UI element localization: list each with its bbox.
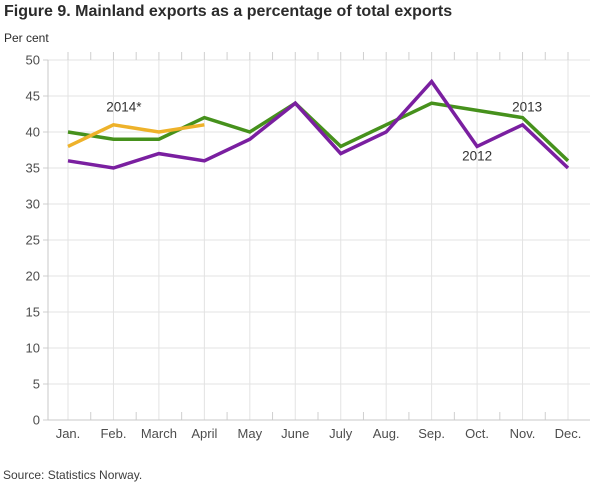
chart-svg: 0 5 10 15 20 25 30 35 40 45 50 Jan. Feb. March April Ma… [26, 52, 590, 441]
series-annotations: 2014* 2012 2013 [106, 99, 542, 163]
x-tick-label: Dec. [555, 426, 582, 441]
x-tick-label: May [238, 426, 263, 441]
y-tick-label: 10 [26, 341, 40, 356]
y-tick-label: 20 [26, 269, 40, 284]
x-tick-label: Feb. [100, 426, 126, 441]
series-label-2013: 2013 [512, 99, 542, 114]
y-tick-label: 50 [26, 53, 40, 68]
x-axis-tick-labels: Jan. Feb. March April May June July Aug. Sep. Oct… [56, 426, 582, 441]
axis-unit-label: Per cent [4, 31, 49, 45]
chart-axes [47, 60, 590, 421]
figure-title: Figure 9. Mainland exports as a percenta… [4, 3, 453, 20]
x-tick-label: July [329, 426, 353, 441]
y-tick-label: 45 [26, 89, 40, 104]
source-note: Source: Statistics Norway. [3, 468, 143, 482]
y-tick-label: 15 [26, 305, 40, 320]
y-tick-label: 5 [33, 377, 40, 392]
y-axis-tick-labels: 0 5 10 15 20 25 30 35 40 45 50 [26, 53, 40, 428]
chart: 0 5 10 15 20 25 30 35 40 45 50 Jan. Feb. March April Ma… [0, 50, 610, 450]
y-tick-label: 40 [26, 125, 40, 140]
chart-gridlines [48, 59, 590, 420]
y-tick-label: 35 [26, 161, 40, 176]
x-tick-label: June [281, 426, 309, 441]
x-tick-label: Jan. [56, 426, 81, 441]
y-tick-label: 25 [26, 233, 40, 248]
series-line-2013[interactable] [67, 100, 570, 163]
x-tick-label: March [141, 426, 177, 441]
y-tick-label: 30 [26, 197, 40, 212]
x-tick-label: Oct. [465, 426, 489, 441]
y-tick-label: 0 [33, 413, 40, 428]
x-tick-label: April [191, 426, 217, 441]
x-tick-label: Sep. [418, 426, 445, 441]
series-line-2014[interactable] [67, 122, 205, 148]
x-tick-label: Nov. [510, 426, 536, 441]
series-label-2014: 2014* [106, 99, 142, 114]
x-tick-label: Aug. [373, 426, 400, 441]
series-label-2012: 2012 [462, 148, 492, 163]
axis-ticks [43, 52, 569, 421]
series-line-2012[interactable] [67, 78, 570, 170]
